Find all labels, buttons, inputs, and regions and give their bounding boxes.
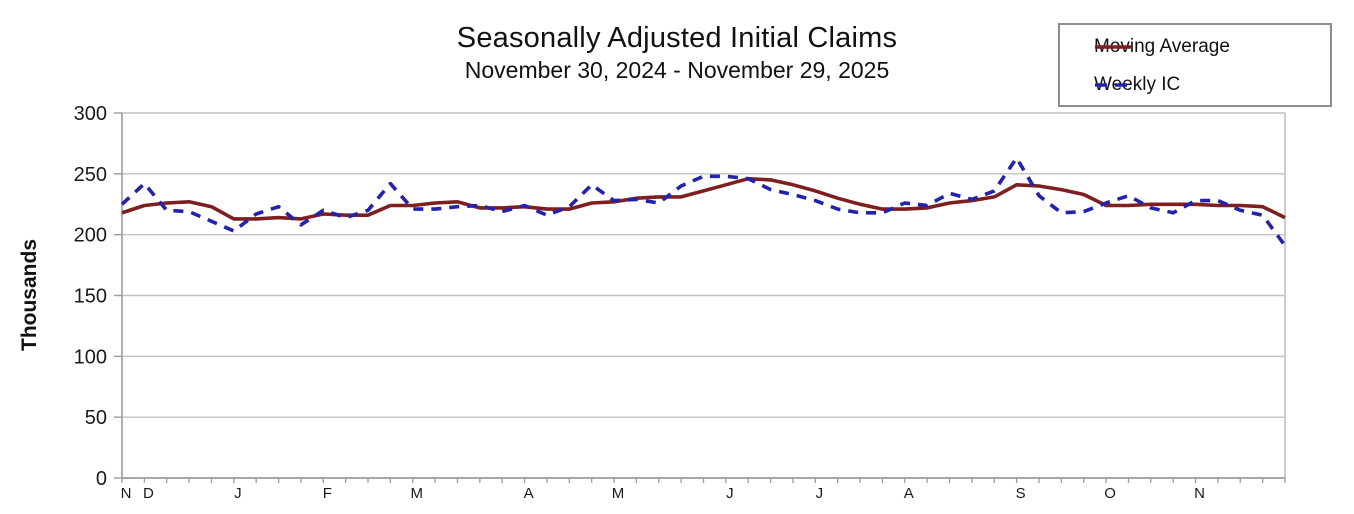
x-month-label: J [726, 485, 734, 502]
weekly-ic-dashed-line-sample-icon [1095, 83, 1131, 87]
series-line-moving-average [121, 176, 1286, 221]
x-month-label: A [904, 485, 914, 502]
chart-title: Seasonally Adjusted Initial Claims [456, 22, 898, 54]
x-month-label: M [411, 485, 424, 502]
chart-subtitle: November 30, 2024 - November 29, 2025 [464, 57, 890, 84]
x-month-label: F [323, 485, 332, 502]
y-tick-label: 150 [74, 286, 107, 308]
y-tick-label: 50 [85, 407, 107, 429]
y-tick-label: 0 [96, 468, 107, 490]
y-tick-label: 250 [74, 164, 107, 186]
moving-average-line-sample-icon [1095, 45, 1131, 49]
legend-label-weekly-ic: Weekly IC [1094, 74, 1181, 95]
legend-label-moving-average: Moving Average [1094, 36, 1230, 57]
y-tick-label: 200 [74, 225, 107, 247]
x-month-label: N [121, 485, 132, 502]
x-month-label: M [612, 485, 625, 502]
legend-item-moving-average: Moving Average [1094, 36, 1230, 58]
x-month-label: D [143, 485, 154, 502]
series-line-weekly-ic [120, 156, 1287, 247]
x-month-label: A [524, 485, 534, 502]
y-tick-label: 100 [74, 346, 107, 368]
x-month-label: S [1016, 485, 1026, 502]
y-tick-label: 300 [74, 103, 107, 125]
x-month-label: O [1104, 485, 1116, 502]
x-month-label: J [816, 485, 824, 502]
x-month-label: J [234, 485, 242, 502]
legend: Moving Average Weekly IC [1058, 23, 1332, 107]
legend-item-weekly-ic: Weekly IC [1094, 74, 1180, 96]
x-month-label: N [1194, 485, 1205, 502]
chart-header: Seasonally Adjusted Initial Claims Novem… [0, 22, 1354, 84]
